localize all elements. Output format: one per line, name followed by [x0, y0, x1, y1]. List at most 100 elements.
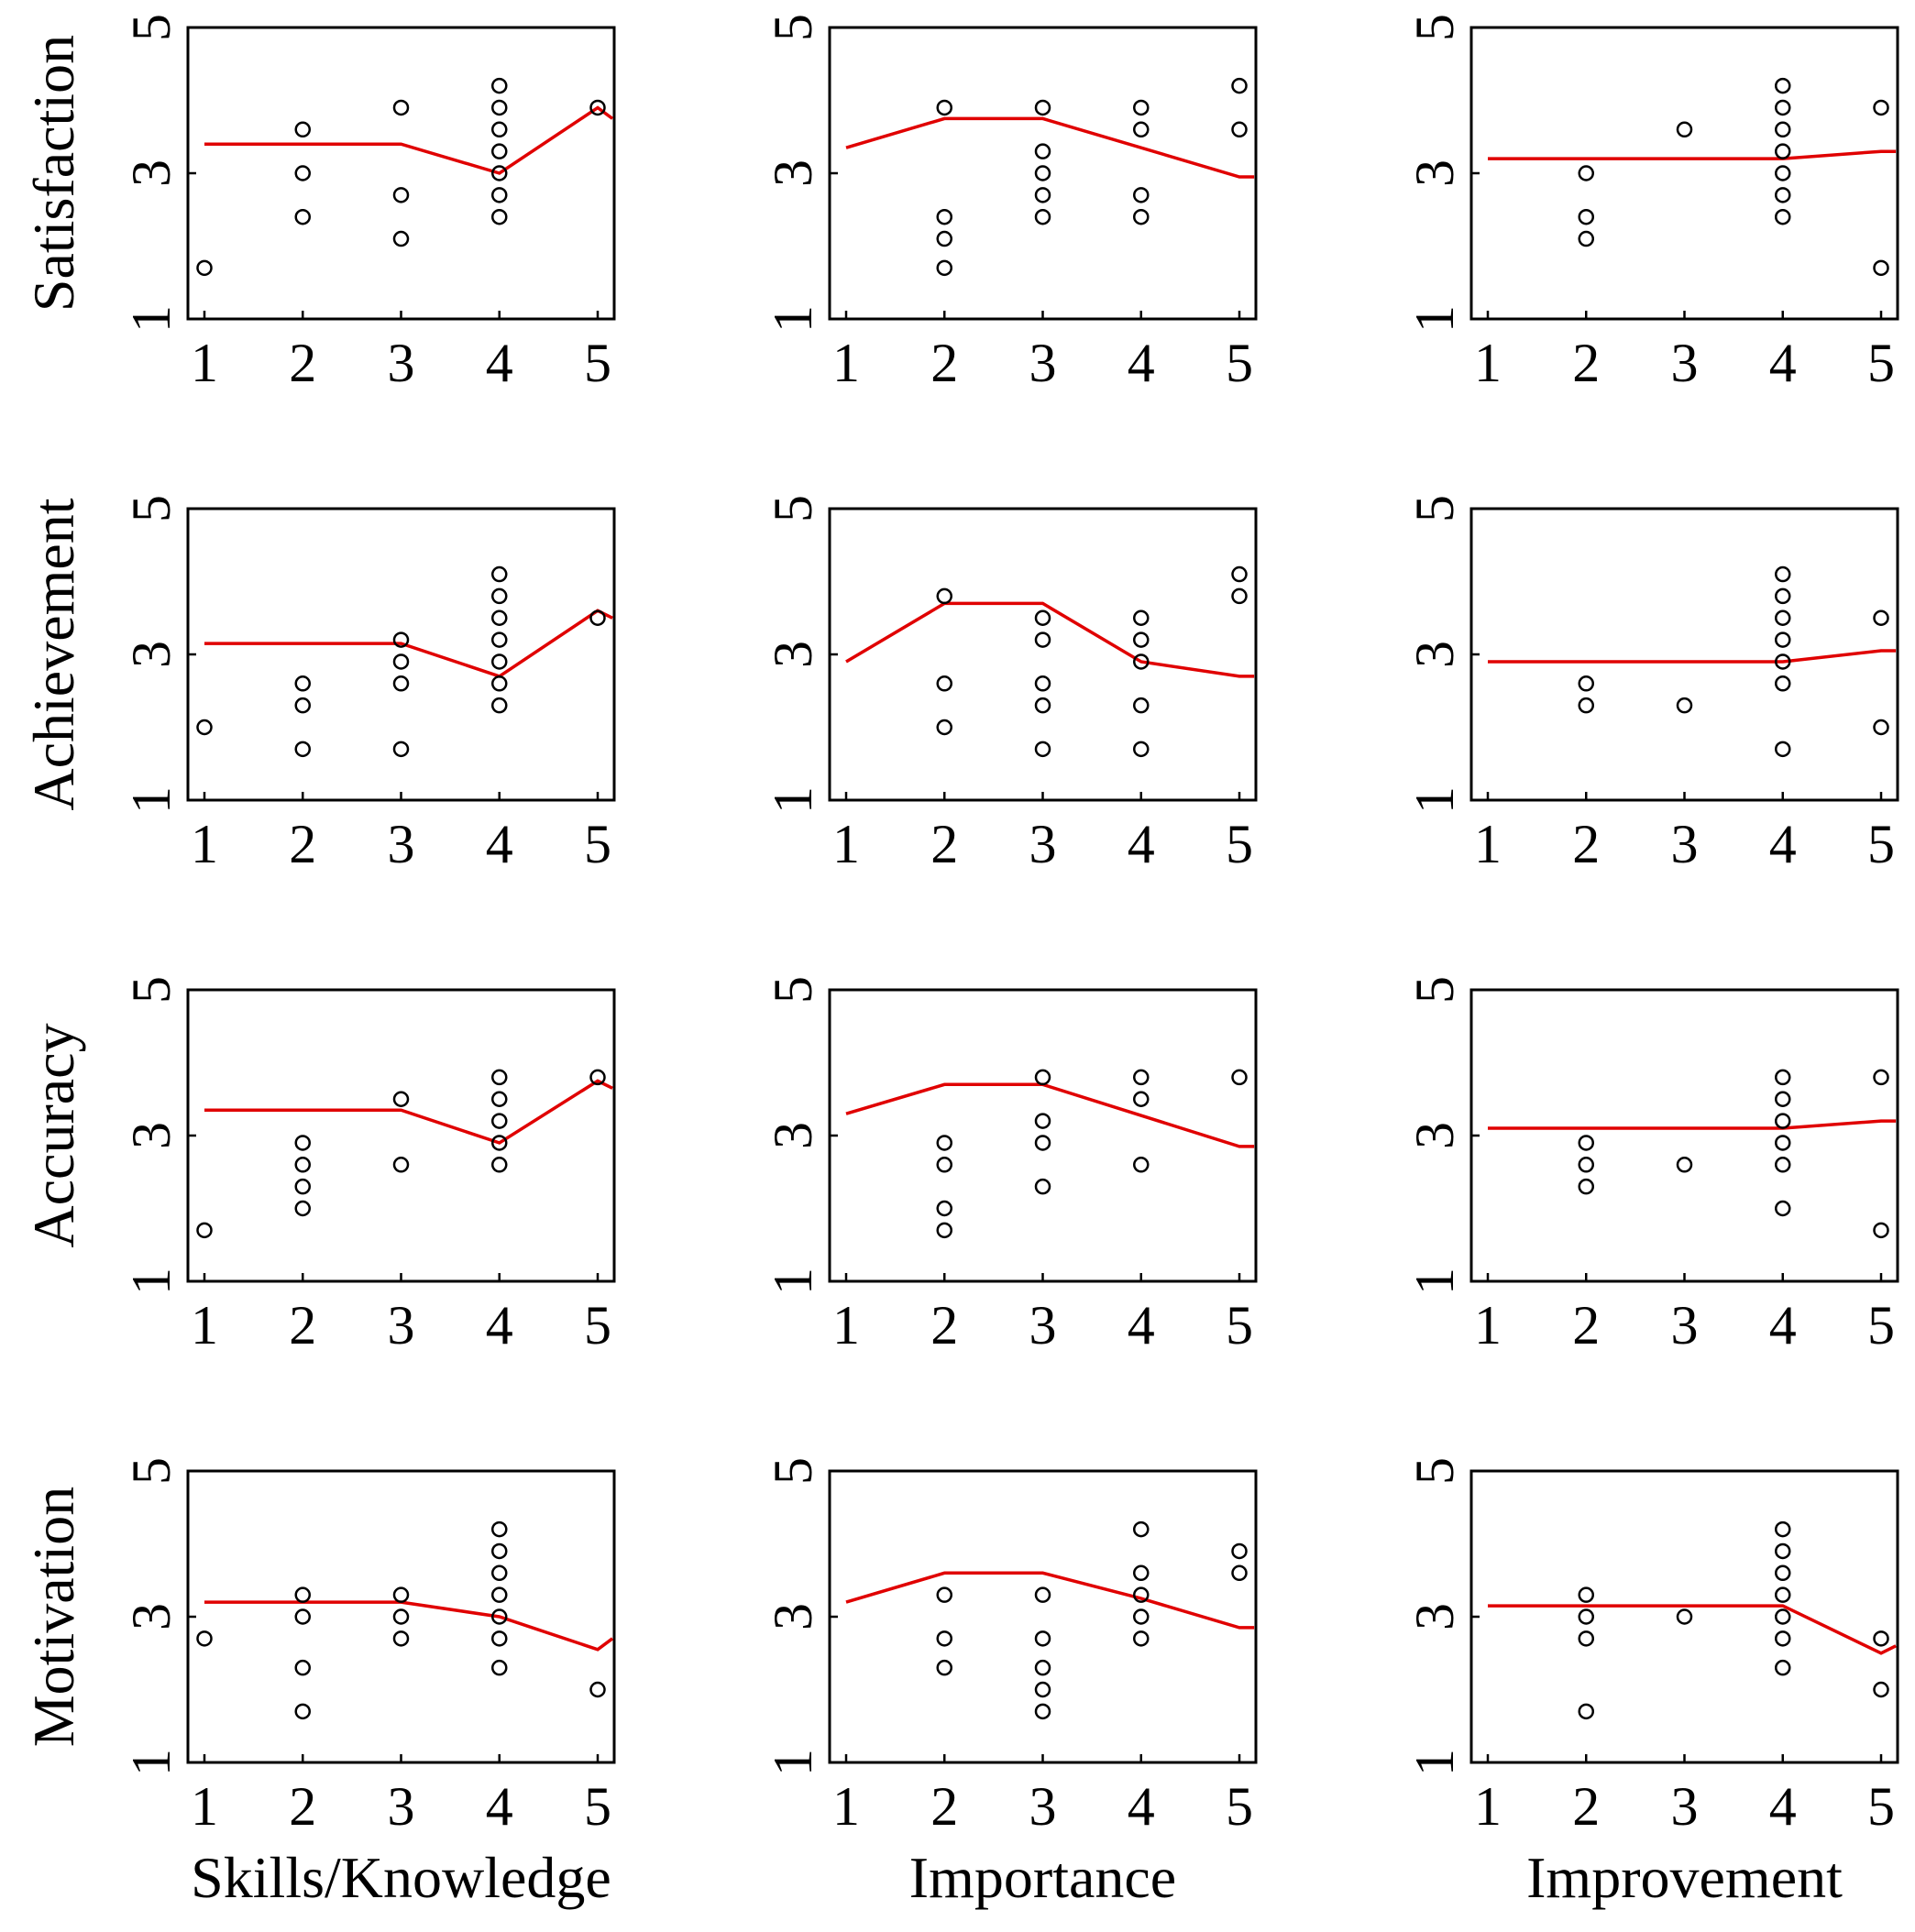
data-point: [1034, 187, 1051, 203]
x-tick-label: 1: [191, 333, 218, 393]
data-point: [1034, 1069, 1051, 1086]
data-point: [294, 208, 311, 225]
data-point: [1775, 1135, 1791, 1151]
data-point: [1034, 1113, 1051, 1129]
data-point: [1133, 1520, 1150, 1538]
x-tick-label: 5: [1867, 1776, 1895, 1837]
x-tick-label: 2: [289, 1776, 316, 1837]
data-point: [1034, 143, 1051, 159]
y-tick-label: 3: [763, 641, 823, 668]
data-point: [491, 1630, 508, 1647]
data-point: [1578, 1178, 1594, 1195]
data-point: [1775, 1091, 1791, 1107]
data-point: [294, 1608, 311, 1625]
x-tick-label: 5: [1867, 333, 1895, 393]
data-point: [1676, 1157, 1693, 1173]
x-tick-label: 2: [289, 333, 316, 393]
x-tick-label: 5: [1226, 1295, 1253, 1356]
panel-motivation-importance: 1 2 3 4 5 1 3 5: [763, 1457, 1258, 1837]
data-point: [1775, 1069, 1791, 1086]
data-point: [491, 1135, 508, 1151]
data-point: [1873, 99, 1889, 116]
data-point: [1775, 1520, 1791, 1538]
data-point: [1676, 697, 1693, 714]
x-tick-label: 4: [1769, 1776, 1797, 1837]
data-point: [491, 631, 508, 648]
data-point: [1231, 1542, 1248, 1560]
data-point: [392, 1608, 410, 1625]
data-point: [1775, 1157, 1791, 1173]
data-point: [294, 1135, 311, 1151]
data-point: [196, 719, 213, 736]
x-tick-label: 4: [1128, 1295, 1155, 1356]
y-tick-label: 1: [763, 786, 823, 814]
data-point: [491, 165, 508, 181]
data-point: [1873, 609, 1889, 626]
data-point: [1578, 697, 1594, 714]
data-point: [1873, 1630, 1889, 1647]
data-point: [1775, 1564, 1791, 1582]
data-point: [1775, 99, 1791, 116]
trend-line: [1488, 1604, 1897, 1655]
x-tick-label: 4: [1128, 814, 1155, 874]
data-point: [1034, 1586, 1051, 1603]
data-point: [936, 259, 952, 277]
x-tick-label: 2: [930, 1295, 958, 1356]
panel-motivation-skills-knowledge: 1 2 3 4 5 1 3 5: [121, 1457, 616, 1837]
data-point: [491, 565, 508, 583]
data-point: [1775, 77, 1791, 94]
data-point: [1133, 99, 1150, 116]
data-point: [1034, 1630, 1051, 1647]
x-tick-label: 3: [1671, 1776, 1699, 1837]
data-point: [1775, 565, 1791, 583]
data-point: [392, 1586, 410, 1603]
x-tick-label: 1: [832, 1295, 860, 1356]
data-point: [1775, 1542, 1791, 1560]
data-point: [1578, 675, 1594, 692]
data-point: [1034, 165, 1051, 181]
data-point: [1676, 1608, 1693, 1625]
data-point: [1775, 1200, 1791, 1217]
x-tick-label: 2: [1572, 333, 1600, 393]
row-label-achievement: Achievement: [21, 498, 86, 810]
data-point: [491, 697, 508, 714]
x-tick-label: 3: [1029, 1295, 1057, 1356]
data-point: [392, 675, 410, 692]
x-tick-label: 5: [1226, 814, 1253, 874]
y-tick-label: 5: [121, 14, 182, 41]
y-tick-label: 1: [121, 1749, 182, 1776]
data-point: [392, 631, 410, 648]
data-point: [1231, 1069, 1248, 1086]
y-tick-label: 5: [1404, 495, 1465, 522]
x-tick-label: 1: [191, 1776, 218, 1837]
data-point: [1133, 1630, 1150, 1647]
y-tick-label: 1: [763, 305, 823, 333]
data-point: [392, 99, 410, 116]
data-point: [1133, 631, 1150, 648]
data-point: [1578, 1608, 1594, 1625]
data-point: [1231, 565, 1248, 583]
data-point: [1578, 165, 1594, 181]
data-point: [294, 697, 311, 714]
x-tick-label: 5: [584, 333, 611, 393]
panel-motivation-improvement: 1 2 3 4 5 1 3 5: [1404, 1457, 1899, 1837]
row-label-motivation: Motivation: [21, 1487, 86, 1747]
data-point: [936, 1135, 952, 1151]
data-point: [936, 230, 952, 247]
data-point: [1676, 121, 1693, 138]
y-tick-label: 5: [1404, 14, 1465, 41]
data-point: [491, 1069, 508, 1086]
data-point: [936, 99, 952, 116]
data-point: [1578, 1586, 1594, 1603]
trend-line: [1488, 1119, 1897, 1130]
data-point: [936, 675, 952, 692]
data-point: [1133, 1586, 1150, 1603]
data-point: [491, 1542, 508, 1560]
data-point: [1775, 1630, 1791, 1647]
x-tick-label: 4: [486, 1776, 513, 1837]
data-point: [1034, 1135, 1051, 1151]
data-point: [1578, 1157, 1594, 1173]
panel-accuracy-skills-knowledge: 1 2 3 4 5 1 3 5: [121, 976, 616, 1356]
